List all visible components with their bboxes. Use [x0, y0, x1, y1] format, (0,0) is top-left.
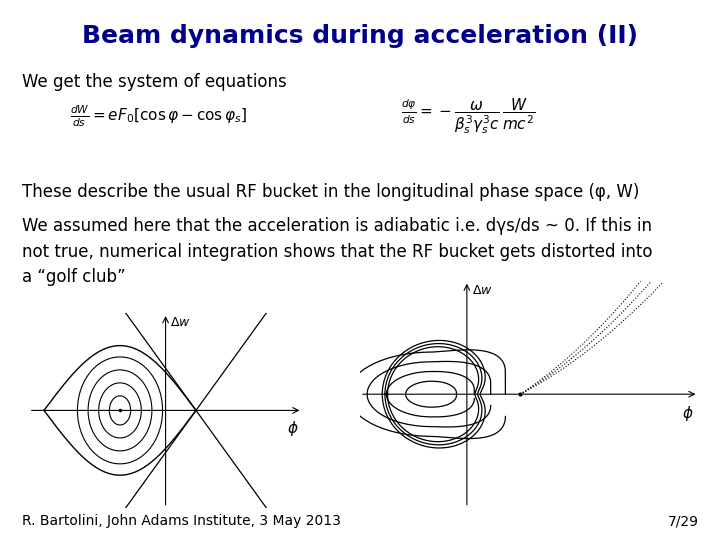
Text: R. Bartolini, John Adams Institute, 3 May 2013: R. Bartolini, John Adams Institute, 3 Ma…: [22, 514, 341, 528]
Text: $\phi$: $\phi$: [682, 404, 693, 423]
Text: These describe the usual RF bucket in the longitudinal phase space (φ, W): These describe the usual RF bucket in th…: [22, 183, 639, 200]
Text: $\Delta w$: $\Delta w$: [170, 316, 191, 329]
Text: 7/29: 7/29: [667, 514, 698, 528]
Text: $\phi$: $\phi$: [287, 418, 299, 437]
Text: Beam dynamics during acceleration (II): Beam dynamics during acceleration (II): [82, 24, 638, 48]
Text: $\Delta w$: $\Delta w$: [472, 284, 493, 297]
Text: $\frac{d\varphi}{ds} = -\dfrac{\omega}{\beta_s^3\gamma_s^3 c}\,\dfrac{W}{mc^2}$: $\frac{d\varphi}{ds} = -\dfrac{\omega}{\…: [401, 96, 535, 136]
Text: We get the system of equations: We get the system of equations: [22, 73, 287, 91]
Text: We assumed here that the acceleration is adiabatic i.e. dγs/ds ~ 0. If this in
n: We assumed here that the acceleration is…: [22, 217, 652, 287]
Text: $\frac{dW}{ds} = eF_0\left[\cos\varphi - \cos\varphi_s\right]$: $\frac{dW}{ds} = eF_0\left[\cos\varphi -…: [70, 103, 247, 129]
